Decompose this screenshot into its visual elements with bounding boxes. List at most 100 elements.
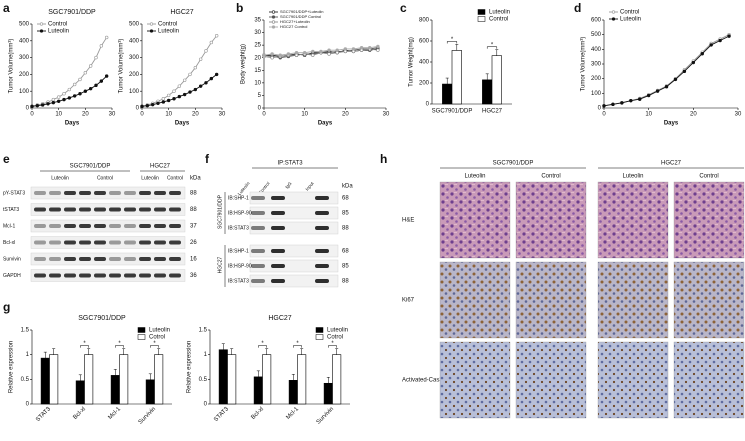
significance-mark: * [118, 341, 121, 347]
blot-band [315, 249, 329, 253]
blot-band [124, 191, 136, 195]
blot-lane: Input [304, 180, 315, 191]
x-tick-label: Mcl-1 [107, 406, 122, 421]
data-point [182, 78, 187, 82]
blot-band [169, 224, 181, 228]
data-point [335, 48, 339, 52]
data-point [56, 99, 61, 103]
blot-band [154, 191, 166, 195]
blot-unit: kDa [190, 176, 201, 182]
y-tick-label: 400 [129, 38, 140, 44]
y-tick-label: 200 [129, 72, 140, 78]
y-tick-label: 0.5 [21, 377, 30, 383]
y-tick-label: 30 [254, 30, 261, 36]
blot-row-label: GAPDH [3, 273, 21, 279]
blot-kda: 68 [342, 249, 349, 255]
bar [297, 354, 307, 405]
data-point [302, 50, 307, 55]
data-point [30, 104, 34, 109]
blot-band [154, 257, 166, 261]
blot-band [94, 207, 106, 212]
significance-bracket [258, 345, 267, 348]
blot-band [251, 226, 265, 230]
y-tick-label: 1.5 [199, 328, 208, 334]
blot-row-label: pY-STAT3 [3, 190, 25, 196]
blot-kda: 88 [342, 279, 349, 285]
data-point [166, 93, 171, 98]
data-point [62, 92, 66, 96]
significance-bracket [115, 345, 124, 348]
blot-band [124, 273, 136, 278]
bar [323, 382, 333, 405]
blot-band [49, 224, 61, 228]
ihc-row-label: Activated-Cas3 [402, 378, 443, 384]
blot-band [64, 191, 76, 195]
panel-label: f [205, 152, 210, 166]
blot-strip [249, 274, 339, 288]
ihc-image [673, 261, 745, 339]
data-point [327, 48, 331, 52]
blot-band [79, 191, 91, 195]
bar [119, 354, 129, 405]
y-tick-label: 400 [419, 60, 430, 66]
blot-band [271, 279, 285, 283]
data-point [56, 95, 61, 99]
ihc-image [515, 261, 587, 339]
y-tick-label: 0 [426, 102, 430, 108]
legend-marker [611, 17, 616, 21]
bar [218, 349, 228, 405]
significance-mark: * [153, 341, 156, 347]
ihc-column: Control [699, 174, 718, 180]
y-tick-label: 600 [419, 39, 430, 45]
data-point [204, 81, 208, 85]
blot-band [154, 224, 166, 228]
blot-band [109, 207, 121, 212]
blot-band [251, 264, 265, 268]
data-point [72, 94, 77, 98]
legend-label: Control [158, 22, 177, 28]
y-tick-label: 100 [591, 91, 602, 97]
blot-band [169, 191, 181, 195]
y-tick-label: 600 [591, 18, 602, 24]
y-tick-label: 500 [19, 22, 30, 28]
ihc-image [439, 181, 511, 259]
bar [154, 354, 164, 405]
x-tick-label: 10 [301, 112, 308, 118]
legend-label: Luteolin [489, 10, 510, 16]
blot-strip [249, 259, 339, 273]
data-point [270, 56, 274, 60]
blot-band [271, 226, 285, 230]
blot-kda: 36 [190, 273, 197, 279]
data-point [727, 34, 731, 38]
significance-mark: * [83, 341, 86, 347]
legend-label: SGC7901/DDP+Luteolin [280, 9, 323, 14]
blot-group: SGC7901/DDP [217, 194, 223, 229]
data-point [682, 69, 687, 74]
legend-marker [271, 10, 276, 14]
data-point [88, 86, 93, 91]
data-point [94, 83, 98, 88]
x-tick-label: 0 [140, 112, 144, 118]
ihc-row-label: H&E [402, 218, 414, 224]
x-axis-label: Days [175, 121, 190, 127]
y-tick-label: 300 [591, 62, 602, 68]
blot-lane: Luteolin [237, 181, 251, 197]
series-line [603, 35, 730, 107]
x-tick-label: 20 [192, 112, 199, 118]
bar [253, 376, 263, 405]
y-tick-label: 0.5 [199, 377, 208, 383]
blot-group: SGC7901/DDP [70, 164, 111, 170]
blot-band [79, 224, 91, 228]
x-tick-label: 10 [165, 112, 172, 118]
data-point [72, 82, 77, 87]
y-tick-label: 0 [258, 106, 262, 112]
legend-marker [611, 10, 616, 14]
legend-marker [271, 25, 276, 29]
blot-band [34, 257, 46, 261]
panel-label: b [236, 1, 243, 15]
ihc-image [597, 341, 669, 419]
blot-lane: Luteolin [141, 175, 159, 181]
bar [451, 50, 462, 105]
blot-row-label: IB:SHP-1 [228, 195, 249, 201]
x-tick-label: 20 [690, 112, 697, 118]
